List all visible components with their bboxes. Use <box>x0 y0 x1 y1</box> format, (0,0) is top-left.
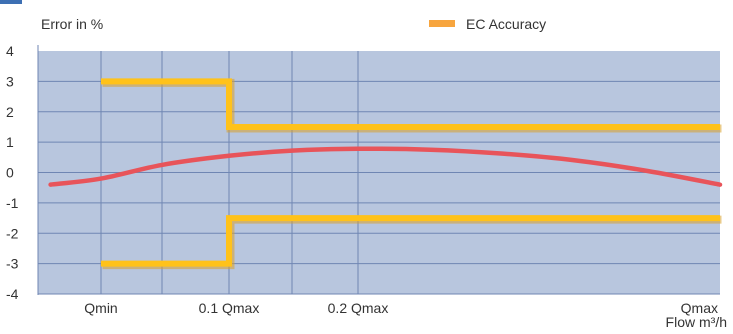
x-tick-label: 0.1 Qmax <box>199 300 260 316</box>
legend: EC Accuracy <box>429 16 546 32</box>
top-accent-bar <box>0 0 22 4</box>
y-tick-label: -2 <box>6 225 19 241</box>
accuracy-limit-line-1 <box>101 78 720 130</box>
y-tick-label: -4 <box>6 286 19 302</box>
y-axis-label: Error in % <box>41 16 103 32</box>
y-tick-label: 3 <box>6 73 14 89</box>
x-tick-labels: Qmin 0.1 Qmax 0.2 Qmax Qmax <box>84 300 718 316</box>
y-tick-label: 4 <box>6 43 14 59</box>
legend-swatch <box>429 20 455 27</box>
y-tick-label: -1 <box>6 195 19 211</box>
data-series <box>48 78 723 270</box>
y-tick-label: 1 <box>6 134 14 150</box>
x-axis-label: Flow m³/h <box>666 314 727 330</box>
y-tick-label: 2 <box>6 104 14 120</box>
x-tick-label: Qmax <box>681 300 718 316</box>
y-tick-label: 0 <box>6 165 14 181</box>
accuracy-limit-line-2 <box>101 215 720 267</box>
x-tick-label: 0.2 Qmax <box>328 300 389 316</box>
error-curve <box>48 146 723 187</box>
legend-label: EC Accuracy <box>466 16 546 32</box>
y-tick-labels: 4 3 2 1 0 -1 -2 -3 -4 <box>6 43 19 302</box>
y-tick-label: -3 <box>6 256 19 272</box>
x-tick-label: Qmin <box>84 300 117 316</box>
